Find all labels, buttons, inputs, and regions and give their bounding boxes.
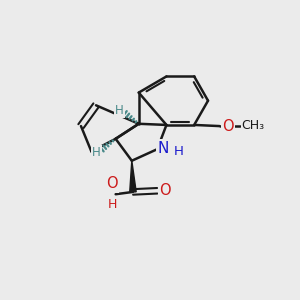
Text: H: H <box>107 198 117 211</box>
Text: CH₃: CH₃ <box>242 119 265 132</box>
Text: O: O <box>160 183 171 198</box>
Text: H: H <box>174 145 184 158</box>
Text: N: N <box>157 140 169 155</box>
Text: O: O <box>223 118 234 134</box>
Polygon shape <box>130 161 136 192</box>
Text: O: O <box>106 176 118 191</box>
Text: H: H <box>115 104 124 117</box>
Text: H: H <box>92 146 101 159</box>
